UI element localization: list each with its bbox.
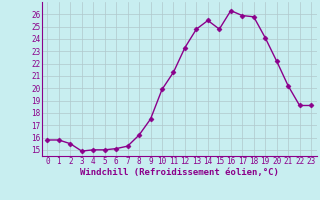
X-axis label: Windchill (Refroidissement éolien,°C): Windchill (Refroidissement éolien,°C) [80,168,279,177]
